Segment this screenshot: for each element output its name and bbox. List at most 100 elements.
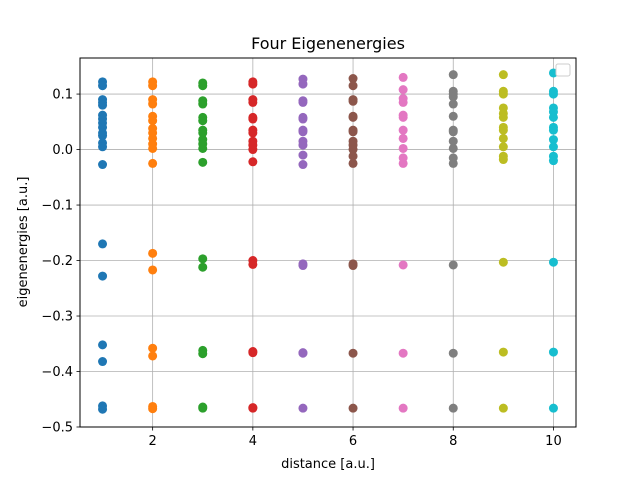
scatter-point (148, 116, 158, 126)
chart-title: Four Eigenenergies (251, 34, 405, 53)
scatter-point (498, 70, 508, 80)
scatter-point (248, 259, 258, 269)
x-tick-label: 10 (545, 434, 562, 449)
scatter-point (98, 239, 108, 249)
scatter-point (548, 125, 558, 135)
scatter-point (548, 112, 558, 122)
scatter-point (348, 158, 358, 168)
x-tick-label: 4 (249, 434, 257, 449)
scatter-point (448, 70, 458, 80)
scatter-point (198, 81, 208, 91)
scatter-point (348, 81, 358, 91)
x-tick-label: 6 (349, 434, 357, 449)
scatter-point (98, 340, 108, 350)
scatter-point (448, 111, 458, 121)
scatter-point (448, 348, 458, 358)
scatter-point (398, 403, 408, 413)
scatter-point (398, 72, 408, 82)
scatter-point (498, 89, 508, 99)
scatter-point (98, 160, 108, 170)
scatter-point (298, 127, 308, 137)
scatter-point (498, 403, 508, 413)
scatter-point (98, 271, 108, 281)
scatter-point (548, 257, 558, 267)
scatter-point (298, 403, 308, 413)
scatter-point (248, 348, 258, 358)
scatter-point (148, 99, 158, 109)
axis-ticks: 2 4 6 8 10 −0.5 −0.4 −0.3 −0.2 −0.1 0.0 0.1 (41, 88, 561, 449)
scatter-point (448, 158, 458, 168)
x-axis-label: distance [a.u.] (281, 457, 375, 472)
scatter-point (98, 142, 108, 152)
scatter-point (298, 150, 308, 160)
y-axis-label: eigenenergies [a.u.] (16, 177, 31, 308)
plot-frame (79, 57, 577, 428)
scatter-point (148, 343, 158, 353)
scatter-point (498, 257, 508, 267)
scatter-point (448, 143, 458, 153)
scatter-point (248, 79, 258, 89)
data-points (98, 68, 558, 414)
scatter-point (548, 89, 558, 99)
scatter-point (398, 112, 408, 122)
scatter-point (198, 128, 208, 138)
scatter-point (448, 136, 458, 146)
scatter-point (348, 112, 358, 122)
scatter-point (498, 347, 508, 357)
x-tick-label: 2 (149, 434, 157, 449)
scatter-point (298, 97, 308, 107)
scatter-point (548, 142, 558, 152)
scatter-point (348, 151, 358, 161)
scatter-point (548, 403, 558, 413)
scatter-point (398, 133, 408, 143)
scatter-point (398, 348, 408, 358)
x-tick-label: 8 (449, 434, 457, 449)
y-tick-label: −0.5 (41, 421, 73, 436)
y-tick-label: −0.1 (41, 199, 73, 214)
scatter-point (448, 260, 458, 270)
scatter-point (498, 125, 508, 135)
scatter-point (498, 155, 508, 165)
y-tick-label: 0.0 (52, 143, 73, 158)
scatter-point (298, 114, 308, 124)
scatter-point (298, 348, 308, 358)
scatter-point (498, 112, 508, 122)
scatter-point (198, 99, 208, 109)
scatter-point (298, 140, 308, 150)
scatter-point (398, 260, 408, 270)
scatter-point (248, 114, 258, 124)
scatter-point (198, 157, 208, 167)
scatter-point (148, 248, 158, 258)
scatter-point (448, 127, 458, 137)
scatter-point (348, 348, 358, 358)
scatter-point (398, 97, 408, 107)
scatter-point (98, 357, 108, 367)
scatter-point (498, 142, 508, 152)
scatter-point (248, 157, 258, 167)
scatter-point (398, 85, 408, 95)
scatter-point (148, 265, 158, 275)
scatter-point (98, 404, 108, 414)
scatter-point (248, 145, 258, 155)
scatter-point (248, 97, 258, 107)
scatter-point (198, 262, 208, 272)
scatter-point (298, 79, 308, 89)
scatter-point (548, 135, 558, 145)
scatter-point (148, 158, 158, 168)
scatter-point (198, 116, 208, 126)
scatter-point (348, 74, 358, 84)
scatter-point (348, 96, 358, 106)
scatter-point (248, 128, 258, 138)
y-tick-label: −0.2 (41, 254, 73, 269)
scatter-point (298, 160, 308, 170)
empty-legend-box (555, 63, 571, 77)
scatter-point (198, 143, 208, 153)
y-tick-label: −0.3 (41, 310, 73, 325)
scatter-point (398, 143, 408, 153)
scatter-point (448, 92, 458, 102)
scatter-point (348, 403, 358, 413)
scatter-point (98, 81, 108, 91)
scatter-point (398, 125, 408, 135)
